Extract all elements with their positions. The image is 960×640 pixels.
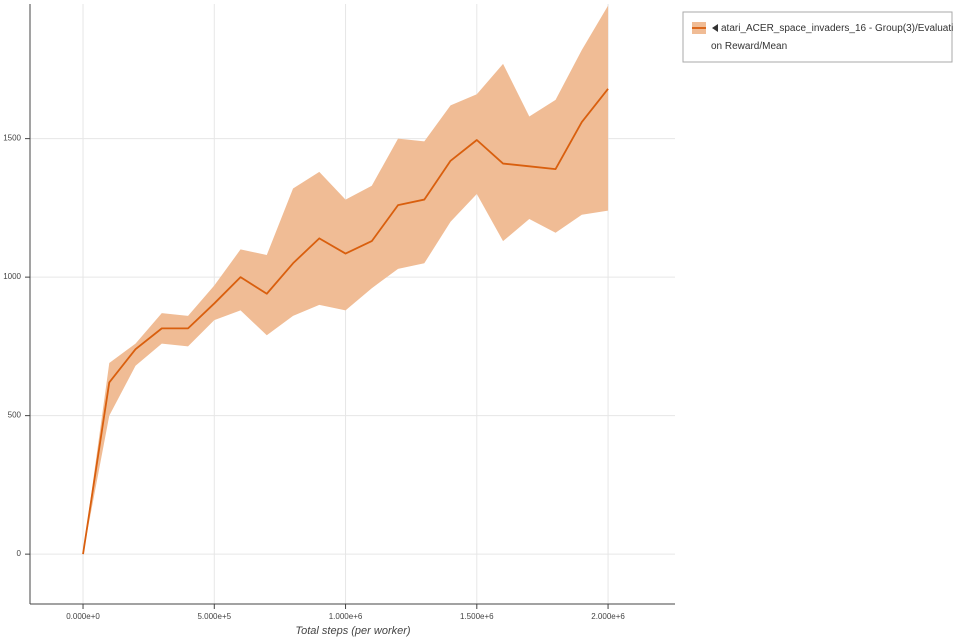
- legend: atari_ACER_space_invaders_16 - Group(3)/…: [682, 11, 953, 63]
- plot-area: [82, 5, 609, 555]
- x-tick-label: 2.000e+6: [591, 612, 625, 621]
- x-axis-title: Total steps (per worker): [295, 625, 410, 637]
- band: [83, 5, 609, 555]
- x-tick-label: 1.000e+6: [329, 612, 363, 621]
- x-tick-label: 1.500e+6: [460, 612, 494, 621]
- legend-box: [682, 11, 953, 63]
- y-tick-label: 500: [8, 411, 22, 420]
- y-tick-label: 0: [17, 549, 22, 558]
- line: [82, 88, 609, 555]
- x-tick-label: 0.000e+0: [66, 612, 100, 621]
- axes: 0.000e+0 5.000e+5 1.000e+6 1.500e+6 2.000e+6…: [3, 4, 675, 621]
- y-tick-label: 1000: [3, 272, 21, 281]
- legend-label: atari_ACER_space_invaders_16 - Group(3)/…: [711, 23, 953, 52]
- legend-arrow: [712, 24, 718, 32]
- y-tick-label: 1500: [3, 134, 21, 143]
- x-tick-label: 5.000e+5: [197, 612, 231, 621]
